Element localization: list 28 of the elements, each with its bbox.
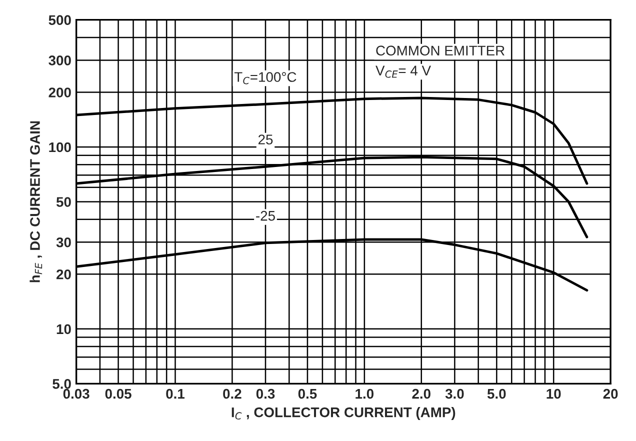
- x-axis-title: I$_{C}$ , COLLECTOR CURRENT (AMP): [232, 407, 456, 420]
- y-tick-label: 20: [56, 269, 71, 280]
- x-tick-label: 10: [546, 388, 561, 399]
- y-tick-label: 300: [48, 56, 71, 66]
- y-tick-label: 10: [56, 324, 71, 334]
- x-tick-label: 20: [603, 388, 618, 399]
- y-tick-label: 200: [48, 88, 71, 98]
- x-tick-label: 3.0: [445, 388, 464, 399]
- x-tick-label: 0.5: [298, 388, 317, 399]
- series-label: -25: [256, 210, 275, 221]
- annotation: COMMON EMITTER: [376, 46, 504, 56]
- x-tick-label: 1.0: [356, 388, 374, 399]
- series-label: T$_{C}$=100°C: [234, 72, 296, 84]
- x-tick-label: 0.1: [166, 388, 185, 399]
- y-tick-label: 100: [49, 142, 71, 152]
- x-tick-label: 0.3: [256, 388, 275, 399]
- series-label: 25: [258, 134, 273, 144]
- annotation: V$_{CE}$= 4 V: [376, 66, 431, 78]
- x-tick-label: 5.0: [487, 388, 506, 399]
- y-axis-title: h$_{FE}$ , DC CURRENT GAIN: [30, 121, 42, 282]
- y-tick-label: 500: [48, 15, 71, 26]
- x-tick-label: 0.05: [105, 388, 132, 399]
- y-tick-label: 50: [56, 197, 71, 207]
- y-tick-label: 5.0: [52, 379, 71, 389]
- x-tick-label: 2.0: [412, 388, 430, 399]
- x-tick-label: 0.2: [223, 388, 242, 399]
- x-tick-label: 0.03: [63, 388, 90, 399]
- y-tick-label: 30: [56, 237, 71, 248]
